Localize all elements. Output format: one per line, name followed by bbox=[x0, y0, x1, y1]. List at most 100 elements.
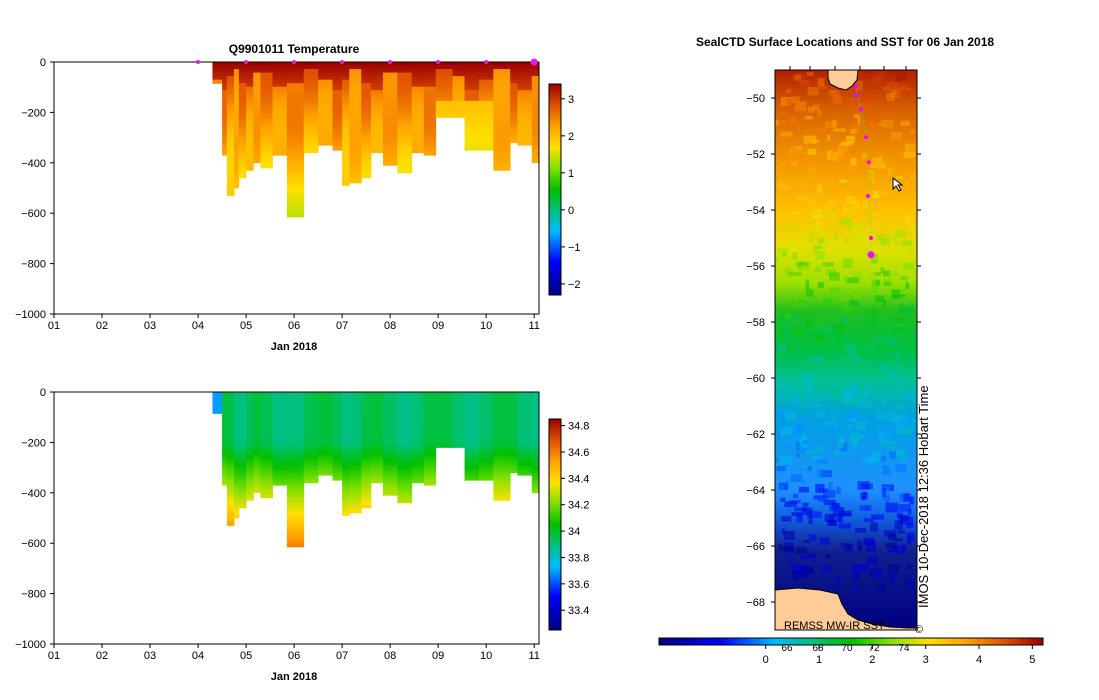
fahrenheit-label: 66 bbox=[781, 643, 793, 654]
sst-texture-patch bbox=[835, 576, 841, 587]
sst-texture-patch bbox=[864, 390, 871, 396]
sst-texture-patch bbox=[887, 574, 897, 579]
sst-texture-patch bbox=[778, 544, 783, 551]
profile-cell bbox=[370, 441, 384, 446]
sst-texture-patch bbox=[905, 426, 910, 432]
profile-cell bbox=[517, 423, 533, 428]
profile-cell bbox=[349, 427, 362, 432]
sst-texture-patch bbox=[866, 330, 880, 336]
x-tick-label: 10 bbox=[480, 320, 492, 332]
sst-texture-patch bbox=[892, 364, 903, 368]
profile-cell bbox=[332, 83, 343, 88]
profile-cell bbox=[464, 118, 480, 123]
profile-cell bbox=[452, 395, 465, 400]
profile-cell bbox=[286, 167, 305, 172]
sst-texture-patch bbox=[831, 367, 842, 372]
profile-cell bbox=[342, 150, 350, 155]
profile-cell bbox=[361, 104, 372, 109]
sst-texture-patch bbox=[807, 553, 817, 558]
sst-texture-patch bbox=[792, 468, 805, 472]
profile-cell bbox=[478, 448, 494, 453]
profile-cell bbox=[349, 420, 362, 425]
profile-cell bbox=[423, 125, 437, 130]
sst-texture-patch bbox=[909, 496, 915, 505]
profile-cell bbox=[342, 441, 350, 446]
profile-cell bbox=[531, 466, 539, 471]
sst-texture-patch bbox=[884, 429, 892, 437]
profile-cell bbox=[253, 469, 261, 474]
profile-cell bbox=[423, 143, 437, 148]
profile-cell bbox=[238, 86, 247, 91]
profile-cell bbox=[370, 90, 384, 95]
sst-texture-patch bbox=[869, 569, 873, 576]
profile-cell bbox=[382, 93, 398, 98]
profile-cell bbox=[517, 434, 533, 439]
profile-cell bbox=[464, 111, 480, 116]
profile-cell bbox=[226, 441, 235, 446]
profile-cell bbox=[286, 153, 305, 158]
profile-cell bbox=[397, 83, 413, 88]
profile-cell bbox=[531, 157, 539, 162]
profile-cell bbox=[510, 104, 518, 109]
profile-cell bbox=[411, 434, 425, 439]
profile-cell bbox=[435, 86, 453, 91]
profile-cell bbox=[286, 62, 305, 66]
colorbar-tick-label: 3 bbox=[568, 94, 574, 106]
profile-cell bbox=[452, 107, 465, 112]
profile-cell bbox=[272, 93, 288, 98]
profile-cell bbox=[411, 139, 425, 144]
sst-texture-patch bbox=[781, 385, 791, 390]
x-tick-label: 08 bbox=[384, 320, 396, 332]
profile-cell bbox=[332, 93, 343, 98]
profile-cell bbox=[517, 448, 533, 453]
profile-cell bbox=[212, 83, 223, 84]
sst-texture-patch bbox=[843, 258, 853, 268]
profile-cell bbox=[423, 93, 437, 98]
profile-cell bbox=[286, 93, 305, 98]
profile-cell bbox=[397, 114, 413, 119]
profile-cell bbox=[517, 455, 533, 460]
profile-cell bbox=[253, 72, 261, 77]
profile-cell bbox=[452, 72, 465, 77]
profile-cell bbox=[531, 132, 539, 137]
profile-cell bbox=[318, 444, 333, 449]
profile-cell bbox=[397, 501, 413, 504]
sst-texture-patch bbox=[877, 430, 887, 441]
profile-cell bbox=[531, 487, 539, 492]
profile-cell bbox=[349, 392, 362, 396]
profile-cell bbox=[253, 146, 261, 151]
sst-texture-patch bbox=[825, 268, 836, 276]
sst-colorbar-tick-label: 5 bbox=[1029, 654, 1035, 666]
profile-cell bbox=[226, 515, 235, 520]
sst-texture-patch bbox=[907, 220, 914, 228]
profile-cell bbox=[238, 146, 247, 151]
profile-cell bbox=[342, 118, 350, 123]
sst-texture-patch bbox=[835, 486, 842, 495]
profile-cell bbox=[286, 83, 305, 88]
sst-texture-patch bbox=[881, 119, 894, 128]
profile-cell bbox=[423, 416, 437, 421]
profile-cell bbox=[272, 76, 288, 81]
sst-texture-patch bbox=[823, 489, 836, 498]
sst-texture-patch bbox=[827, 134, 831, 141]
profile-cell bbox=[303, 76, 319, 81]
sst-texture-patch bbox=[779, 455, 793, 465]
profile-cell bbox=[342, 399, 350, 403]
profile-cell bbox=[286, 483, 305, 488]
profile-cell bbox=[246, 121, 254, 126]
sst-texture-patch bbox=[777, 343, 787, 351]
profile-cell bbox=[361, 469, 372, 474]
sst-texture-patch bbox=[842, 397, 851, 404]
temperature-axes-frame bbox=[53, 61, 540, 315]
profile-cell bbox=[464, 125, 480, 130]
profile-cell bbox=[272, 473, 288, 478]
sst-texture-patch bbox=[871, 307, 878, 317]
profile-cell bbox=[238, 469, 247, 474]
profile-cell bbox=[493, 153, 511, 158]
profile-cell bbox=[272, 100, 288, 105]
sst-texture-patch bbox=[855, 80, 863, 91]
profile-cell bbox=[510, 86, 518, 91]
sst-texture-patch bbox=[890, 89, 899, 98]
sst-texture-patch bbox=[865, 317, 877, 326]
profile-cell bbox=[226, 93, 235, 98]
